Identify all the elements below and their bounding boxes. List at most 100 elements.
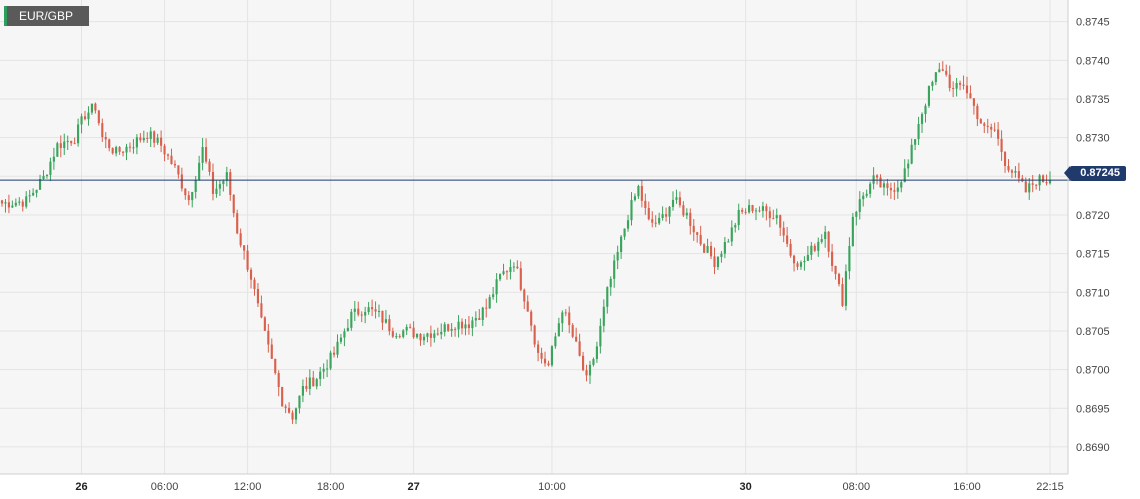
- candle-down: [530, 312, 532, 326]
- candle-down: [94, 104, 96, 111]
- candle-up: [859, 199, 861, 212]
- candle-down: [575, 337, 577, 342]
- candle-down: [962, 85, 964, 86]
- candle-down: [146, 138, 148, 139]
- candle-up: [610, 279, 612, 287]
- candle-up: [426, 333, 428, 336]
- candle-up: [492, 294, 494, 297]
- candle-down: [540, 353, 542, 359]
- candle-down: [893, 190, 895, 191]
- candle-up: [150, 131, 152, 139]
- candle-up: [810, 246, 812, 255]
- candle-down: [814, 246, 816, 251]
- candle-down: [437, 334, 439, 335]
- candle-down: [973, 98, 975, 106]
- candle-down: [312, 377, 314, 386]
- candle-down: [257, 289, 259, 303]
- candle-up: [326, 369, 328, 370]
- candle-up: [132, 147, 134, 148]
- candle-down: [333, 353, 335, 355]
- candle-down: [267, 331, 269, 345]
- candle-down: [371, 307, 373, 309]
- candle-down: [516, 267, 518, 269]
- candle-down: [285, 406, 287, 407]
- candle-down: [506, 271, 508, 272]
- candle-up: [316, 379, 318, 386]
- candle-up: [720, 254, 722, 257]
- candle-up: [776, 215, 778, 218]
- candle-up: [596, 346, 598, 359]
- x-tick-label: 27: [407, 481, 419, 493]
- candle-down: [568, 312, 570, 325]
- candle-down: [1, 200, 3, 203]
- candle-up: [219, 184, 221, 189]
- candle-down: [291, 413, 293, 420]
- candle-up: [637, 186, 639, 196]
- candle-up: [191, 192, 193, 200]
- candle-down: [278, 373, 280, 387]
- candle-down: [119, 147, 121, 152]
- candle-down: [170, 156, 172, 164]
- candle-up: [1014, 171, 1016, 173]
- candle-up: [80, 116, 82, 124]
- candle-down: [682, 205, 684, 215]
- candle-down: [243, 245, 245, 250]
- candle-down: [758, 210, 760, 211]
- candle-down: [966, 86, 968, 94]
- candle-down: [572, 325, 574, 337]
- candle-down: [188, 195, 190, 200]
- candle-up: [347, 328, 349, 331]
- candle-up: [489, 297, 491, 308]
- candle-down: [139, 137, 141, 140]
- candle-down: [105, 137, 107, 139]
- candle-up: [67, 141, 69, 142]
- candle-up: [496, 279, 498, 294]
- candle-up: [738, 210, 740, 225]
- candle-down: [274, 359, 276, 373]
- candle-down: [1007, 166, 1009, 170]
- y-tick-label: 0.8695: [1076, 403, 1110, 415]
- candle-up: [444, 324, 446, 332]
- candle-up: [803, 261, 805, 262]
- candle-down: [8, 202, 10, 207]
- candle-down: [641, 186, 643, 201]
- candle-down: [793, 256, 795, 264]
- candle-down: [959, 83, 961, 85]
- candle-up: [592, 359, 594, 365]
- candle-up: [558, 323, 560, 336]
- candle-down: [769, 211, 771, 218]
- candle-up: [509, 267, 511, 272]
- candle-up: [755, 210, 757, 211]
- candle-down: [229, 172, 231, 195]
- candle-up: [343, 331, 345, 337]
- candle-down: [253, 280, 255, 289]
- candle-down: [163, 146, 165, 155]
- candle-down: [1004, 152, 1006, 166]
- candle-up: [852, 217, 854, 246]
- candle-up: [330, 353, 332, 369]
- candle-up: [4, 202, 6, 203]
- candle-down: [181, 174, 183, 188]
- candle-down: [703, 244, 705, 252]
- candle-up: [319, 372, 321, 379]
- candle-up: [87, 113, 89, 120]
- candle-up: [464, 324, 466, 328]
- candle-up: [406, 327, 408, 331]
- candle-up: [800, 262, 802, 267]
- symbol-badge[interactable]: EUR/GBP: [4, 6, 89, 26]
- candle-down: [430, 333, 432, 337]
- candle-up: [457, 322, 459, 330]
- candle-up: [1028, 183, 1030, 192]
- candle-up: [554, 336, 556, 346]
- candle-down: [651, 219, 653, 222]
- candle-down: [655, 223, 657, 224]
- candle-down: [419, 334, 421, 340]
- candle-up: [15, 203, 17, 206]
- candle-up: [354, 309, 356, 312]
- y-tick-label: 0.8705: [1076, 326, 1110, 338]
- candle-down: [945, 71, 947, 75]
- candle-up: [451, 329, 453, 331]
- candle-up: [471, 320, 473, 328]
- y-axis-ticks: 0.87450.87400.87350.87300.87250.87200.87…: [1076, 17, 1110, 454]
